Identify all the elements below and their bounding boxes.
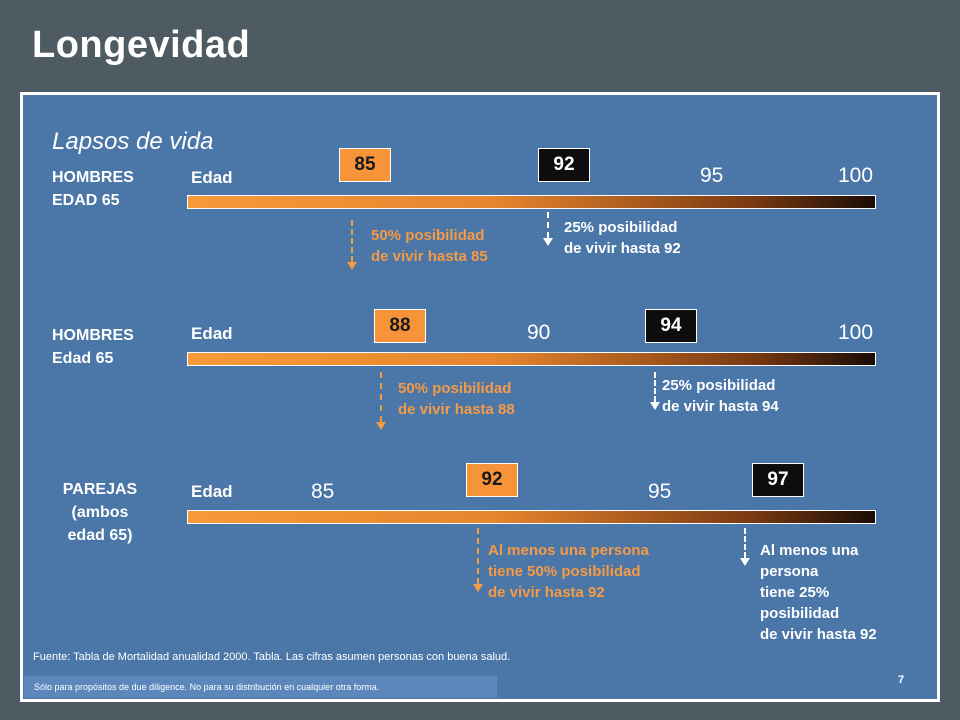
row3-note-50pct: Al menos una persona tiene 50% posibilid… [488, 540, 649, 603]
row1-arrow-25pct [543, 212, 553, 248]
source-note: Fuente: Tabla de Mortalidad anualidad 20… [33, 651, 511, 663]
row3-arrow-25pct [740, 528, 750, 568]
row1-group-line: HOMBRES [52, 169, 134, 186]
note-line: de vivir hasta 88 [398, 401, 515, 418]
row2-arrow-25pct [650, 372, 660, 412]
note-line: Al menos una persona [488, 542, 649, 559]
note-line: Al menos una [760, 542, 859, 559]
note-line: tiene 50% posibilidad [488, 563, 641, 580]
row2-arrow-50pct [376, 372, 386, 432]
row2-box-25pct: 94 [645, 309, 697, 343]
row2-note-25pct: 25% posibilidad de vivir hasta 94 [662, 375, 779, 417]
row3-box-50pct: 92 [466, 463, 518, 497]
row2-tick-90: 90 [527, 321, 551, 344]
page-number: 7 [898, 674, 905, 686]
row1-tick-100: 100 [838, 164, 874, 187]
row1-group-line: EDAD 65 [52, 192, 120, 209]
row3-tick-85: 85 [311, 480, 335, 503]
note-line: 50% posibilidad [398, 380, 512, 397]
row2-note-50pct: 50% posibilidad de vivir hasta 88 [398, 378, 515, 420]
page-title: Longevidad [32, 24, 251, 66]
row3-tick-95: 95 [648, 480, 672, 503]
row3-group-line: edad 65) [67, 527, 133, 544]
note-line: tiene 25% [760, 584, 830, 601]
row1-note-25pct: 25% posibilidad de vivir hasta 92 [564, 217, 681, 259]
disclaimer-banner: Sólo para propósitos de due diligence. N… [24, 676, 497, 698]
note-line: de vivir hasta 92 [488, 584, 605, 601]
row2-group-label: HOMBRES Edad 65 [52, 324, 134, 370]
row3-group-label: PAREJAS (ambos edad 65) [52, 478, 148, 547]
row3-age-label: Edad [191, 482, 233, 501]
row1-box-50pct: 85 [339, 148, 391, 182]
subtitle: Lapsos de vida [52, 128, 214, 155]
row2-box-50pct: 88 [374, 309, 426, 343]
row1-group-label: HOMBRES EDAD 65 [52, 166, 134, 212]
note-line: de vivir hasta 94 [662, 398, 779, 415]
note-line: 50% posibilidad [371, 227, 485, 244]
row3-group-line: PAREJAS [62, 481, 138, 498]
row3-note-25pct: Al menos una persona tiene 25% posibilid… [760, 540, 877, 645]
note-line: de vivir hasta 92 [760, 626, 877, 643]
row1-box-25pct: 92 [538, 148, 590, 182]
row1-age-label: Edad [191, 168, 233, 187]
row1-age-bar [187, 195, 876, 209]
row1-tick-95: 95 [700, 164, 724, 187]
note-line: 25% posibilidad [564, 219, 678, 236]
content-panel [20, 92, 940, 702]
row2-age-bar [187, 352, 876, 366]
row2-group-line: Edad 65 [52, 350, 114, 367]
row3-age-bar [187, 510, 876, 524]
row1-arrow-50pct [347, 220, 357, 272]
row3-arrow-50pct [473, 528, 483, 594]
row2-tick-100: 100 [838, 321, 874, 344]
note-line: 25% posibilidad [662, 377, 776, 394]
row1-note-50pct: 50% posibilidad de vivir hasta 85 [371, 225, 488, 267]
note-line: persona [760, 563, 819, 580]
row3-group-line: (ambos [71, 504, 129, 521]
note-line: de vivir hasta 92 [564, 240, 681, 257]
note-line: posibilidad [760, 605, 840, 622]
row2-age-label: Edad [191, 324, 233, 343]
note-line: de vivir hasta 85 [371, 248, 488, 265]
row3-box-25pct: 97 [752, 463, 804, 497]
row2-group-line: HOMBRES [52, 327, 134, 344]
